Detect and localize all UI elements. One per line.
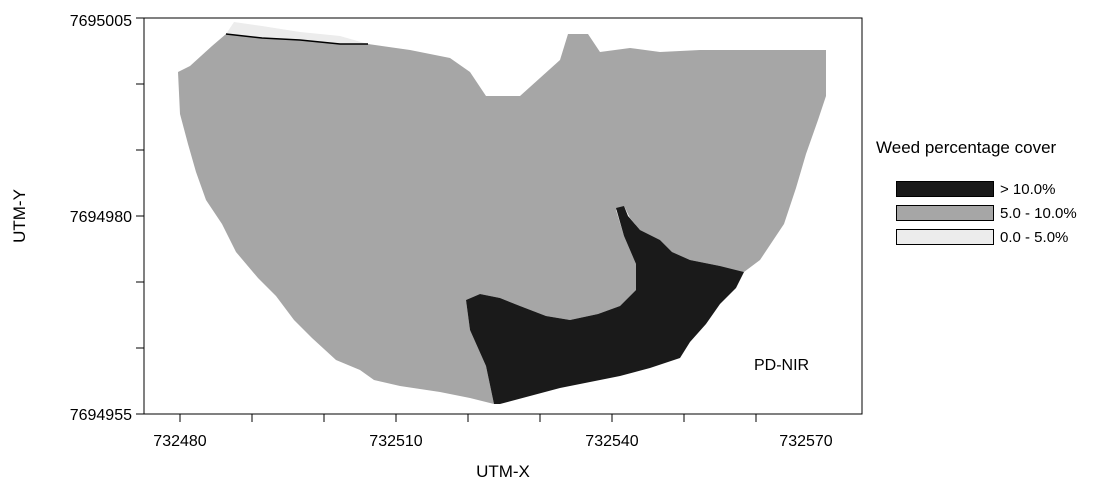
x-tick-label: 732480 [153,433,206,450]
legend-item-low: 0.0 - 5.0% [896,226,1106,248]
panel-label: PD-NIR [754,357,809,374]
legend-item-high: > 10.0% [896,178,1106,200]
y-axis-ticks [136,17,144,415]
legend-item-medium: 5.0 - 10.0% [896,202,1106,224]
x-tick-label: 732510 [369,433,422,450]
boundary-line [225,33,368,45]
x-axis-ticks [179,414,757,422]
y-tick-label: 7694955 [70,407,132,424]
legend-label: 5.0 - 10.0% [1000,204,1077,222]
legend: Weed percentage cover > 10.0% 5.0 - 10.0… [876,138,1106,250]
x-axis-title: UTM-X [476,462,530,481]
legend-title: Weed percentage cover [876,138,1057,157]
y-axis-title: UTM-Y [10,189,29,243]
legend-swatch-medium [896,205,994,221]
legend-swatch-low [896,229,994,245]
x-tick-label: 732540 [585,433,638,450]
legend-label: > 10.0% [1000,180,1056,198]
zone-medium-cover [178,34,826,404]
y-tick-label: 7694980 [70,209,132,226]
zone-high-cover [466,206,744,404]
y-tick-label: 7695005 [70,13,132,30]
legend-label: 0.0 - 5.0% [1000,228,1069,246]
zone-low-cover [226,22,368,44]
legend-swatch-high [896,181,994,197]
x-tick-label: 732570 [779,433,832,450]
